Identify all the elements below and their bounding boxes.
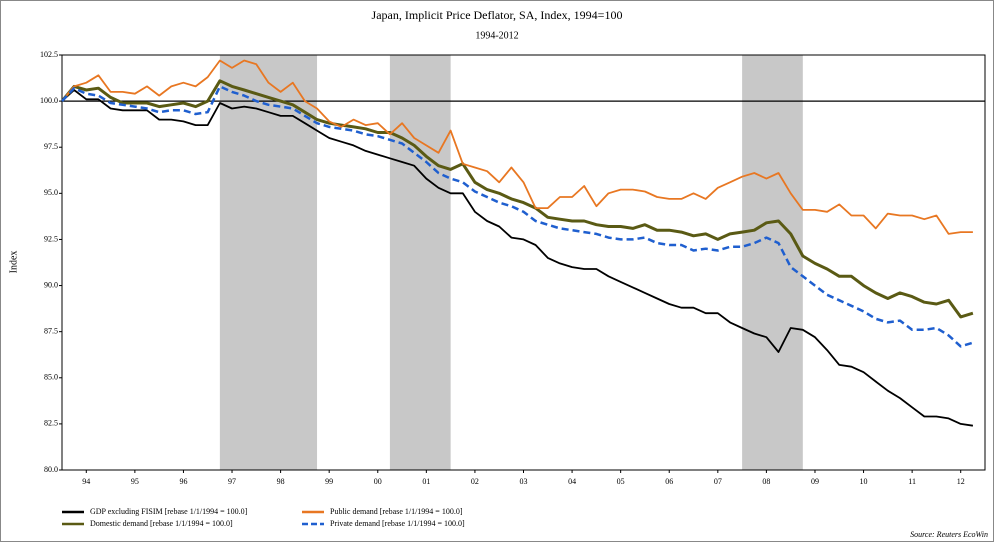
y-axis-label: Index: [8, 251, 19, 274]
x-tick-label: 94: [82, 477, 90, 486]
series-line: [61, 85, 974, 348]
series-line: [61, 59, 973, 235]
x-tick-label: 96: [179, 477, 187, 486]
x-tick-label: 00: [374, 477, 382, 486]
x-tick-label: 01: [422, 477, 430, 486]
x-tick-label: 10: [860, 477, 868, 486]
y-tick-label: 82.5: [44, 419, 58, 428]
shaded-period: [389, 55, 451, 470]
y-tick-label: 92.5: [44, 234, 58, 243]
y-tick-label: 100.0: [40, 96, 58, 105]
y-tick-label: 80.0: [44, 465, 58, 474]
x-tick-label: 02: [471, 477, 479, 486]
y-tick-label: 97.5: [44, 142, 58, 151]
x-tick-label: 09: [811, 477, 819, 486]
x-tick-label: 98: [277, 477, 285, 486]
chart-title: Japan, Implicit Price Deflator, SA, Inde…: [372, 8, 623, 22]
legend-label: Private demand [rebase 1/1/1994 = 100.0]: [330, 519, 465, 528]
y-tick-label: 90.0: [44, 280, 58, 289]
x-tick-label: 95: [131, 477, 139, 486]
source: Source: Reuters EcoWin: [910, 530, 988, 539]
x-tick-label: 12: [957, 477, 965, 486]
x-tick-label: 97: [228, 477, 236, 486]
legend-label: GDP excluding FISIM [rebase 1/1/1994 = 1…: [90, 507, 248, 516]
x-tick-label: 04: [568, 477, 576, 486]
x-tick-label: 99: [325, 477, 333, 486]
y-tick-label: 102.5: [40, 50, 58, 59]
x-tick-label: 11: [908, 477, 916, 486]
x-tick-label: 07: [714, 477, 722, 486]
y-tick-label: 85.0: [44, 373, 58, 382]
y-tick-label: 95.0: [44, 188, 58, 197]
series-line: [60, 79, 974, 319]
x-tick-label: 03: [520, 477, 528, 486]
legend-label: Public demand [rebase 1/1/1994 = 100.0]: [330, 507, 463, 516]
chart-subtitle: 1994-2012: [475, 30, 518, 41]
x-tick-label: 06: [665, 477, 673, 486]
legend-label: Domestic demand [rebase 1/1/1994 = 100.0…: [90, 519, 233, 528]
shaded-period: [742, 55, 803, 470]
series-line: [61, 89, 974, 427]
x-tick-label: 05: [617, 477, 625, 486]
y-tick-label: 87.5: [44, 326, 58, 335]
x-tick-label: 08: [762, 477, 770, 486]
shaded-period: [219, 55, 318, 470]
